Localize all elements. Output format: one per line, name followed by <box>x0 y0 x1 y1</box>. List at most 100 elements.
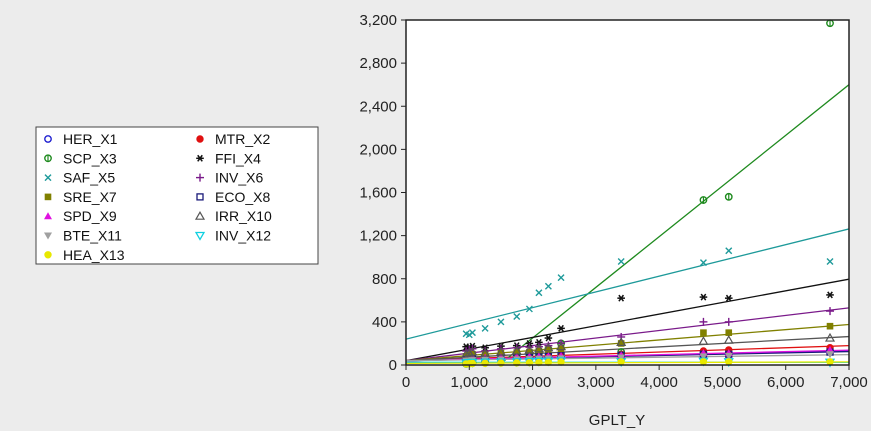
point-saf_x5 <box>513 312 521 320</box>
legend-marker-scp_x3 <box>44 154 52 163</box>
point-ffi_x4 <box>544 334 553 342</box>
point-saf_x5 <box>557 274 565 282</box>
fit-line-bte_x11 <box>406 354 849 362</box>
x-tick-label: 5,000 <box>704 374 742 391</box>
point-sre_x7 <box>545 346 552 354</box>
point-sre_x7 <box>535 347 543 355</box>
legend-marker-saf_x5 <box>44 174 52 182</box>
legend-label: BTE_X11 <box>63 228 122 244</box>
point-irr_x10 <box>824 332 836 342</box>
y-axis: 0 400 800 1,200 1,600 2,000 2,400 2,800 3,200 <box>359 12 406 374</box>
point-irr_x10 <box>467 346 478 356</box>
point-irr_x10 <box>524 344 535 354</box>
point-hea_x13 <box>617 358 625 366</box>
point-irr_x10 <box>556 341 567 351</box>
data-points <box>461 19 836 369</box>
point-ffi_x4 <box>699 293 708 301</box>
legend-marker-her_x1 <box>44 135 52 143</box>
y-tick-label: 2,400 <box>359 98 397 115</box>
point-saf_x5 <box>465 331 473 339</box>
fit-line-inv_x6 <box>406 307 849 362</box>
x-tick-label: 3,000 <box>577 374 615 391</box>
point-ffi_x4 <box>535 338 543 346</box>
point-bte_x11 <box>617 354 626 362</box>
x-tick-label: 7,000 <box>830 374 868 391</box>
legend-label: FFI_X4 <box>215 150 261 166</box>
y-tick-label: 3,200 <box>359 12 397 29</box>
legend-label: INV_X12 <box>215 228 271 244</box>
x-axis-label: GPLT_Y <box>589 412 645 429</box>
point-sre_x7 <box>497 349 505 357</box>
point-scp_x3 <box>724 192 733 201</box>
point-ffi_x4 <box>724 294 733 302</box>
point-saf_x5 <box>617 258 625 265</box>
legend-label: SRE_X7 <box>63 189 117 205</box>
point-saf_x5 <box>699 259 707 267</box>
y-tick-label: 2,800 <box>359 55 397 72</box>
y-tick-label: 1,600 <box>359 185 397 202</box>
point-saf_x5 <box>525 305 533 313</box>
fit-lines <box>406 84 849 365</box>
point-irr_x10 <box>495 346 506 356</box>
legend-marker-bte_x11 <box>44 232 52 240</box>
point-inv_x6 <box>724 317 733 326</box>
point-irr_x10 <box>461 349 472 358</box>
legend-label: INV_X6 <box>215 170 263 186</box>
legend-marker-hea_x13 <box>44 251 52 259</box>
point-inv_x6 <box>826 307 835 316</box>
legend-marker-eco_x8 <box>196 193 204 201</box>
fit-line-mtr_x2 <box>406 344 849 362</box>
legend-marker-sre_x7 <box>44 193 52 201</box>
point-hea_x13 <box>826 358 834 366</box>
legend-label: IRR_X10 <box>215 208 272 224</box>
point-saf_x5 <box>535 289 543 297</box>
point-hea_x13 <box>557 358 565 366</box>
point-sre_x7 <box>513 349 521 356</box>
legend-label: HEA_X13 <box>63 247 125 263</box>
point-irr_x10 <box>723 334 734 344</box>
y-tick-label: 800 <box>372 271 397 288</box>
point-irr_x10 <box>698 336 709 345</box>
legend-marker-irr_x10 <box>194 210 206 220</box>
point-hea_x13 <box>525 358 534 367</box>
y-tick-label: 0 <box>389 357 397 374</box>
legend-label: SPD_X9 <box>63 208 117 224</box>
fit-line-ffi_x4 <box>406 278 849 362</box>
x-tick-label: 4,000 <box>640 374 678 391</box>
point-irr_x10 <box>511 345 522 355</box>
point-sre_x7 <box>526 348 533 356</box>
point-irr_x10 <box>464 347 475 357</box>
point-hea_x13 <box>699 358 708 366</box>
legend-marker-spd_x9 <box>44 212 52 220</box>
point-irr_x10 <box>533 343 544 353</box>
point-saf_x5 <box>468 329 476 337</box>
fit-line-hea_x13 <box>406 361 849 365</box>
x-tick-label: 2,000 <box>514 374 552 391</box>
point-sre_x7 <box>725 329 733 336</box>
point-irr_x10 <box>543 342 554 352</box>
legend-label: MTR_X2 <box>215 131 270 147</box>
legend-marker-inv_x6 <box>196 173 204 182</box>
x-axis: 0 1,000 2,000 3,000 4,000 5,000 6,000 7,000 <box>402 365 868 391</box>
y-tick-label: 2,000 <box>359 141 397 158</box>
y-tick-label: 1,200 <box>359 228 397 245</box>
legend-marker-ffi_x4 <box>196 154 204 162</box>
legend-label: SCP_X3 <box>63 150 117 166</box>
point-ffi_x4 <box>826 291 834 299</box>
point-hea_x13 <box>725 358 733 366</box>
legend: HER_X1 MTR_X2 SCP_X3 FFI_X4 SAF_X5 INV_X6 SRE_… <box>35 126 319 265</box>
point-ffi_x4 <box>617 294 625 302</box>
point-inv_x6 <box>699 317 708 326</box>
point-sre_x7 <box>557 345 565 353</box>
point-ffi_x4 <box>557 324 565 332</box>
point-sre_x7 <box>700 329 707 336</box>
legend-marker-mtr_x2 <box>196 135 204 143</box>
y-tick-label: 400 <box>372 314 397 331</box>
point-saf_x5 <box>497 318 505 326</box>
point-saf_x5 <box>725 247 733 255</box>
fit-line-scp_x3 <box>497 84 849 365</box>
legend-label: ECO_X8 <box>215 189 270 205</box>
point-sre_x7 <box>617 340 625 347</box>
fit-line-saf_x5 <box>406 228 849 340</box>
point-saf_x5 <box>826 258 834 265</box>
